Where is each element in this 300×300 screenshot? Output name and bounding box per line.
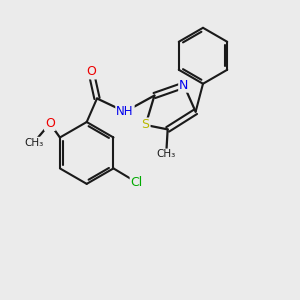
Text: Cl: Cl [130, 176, 143, 189]
Text: N: N [179, 79, 188, 92]
Text: CH₃: CH₃ [157, 149, 176, 159]
Text: O: O [45, 117, 55, 130]
Text: NH: NH [116, 105, 134, 118]
Text: O: O [86, 65, 96, 79]
Text: S: S [142, 118, 150, 131]
Text: CH₃: CH₃ [24, 138, 43, 148]
